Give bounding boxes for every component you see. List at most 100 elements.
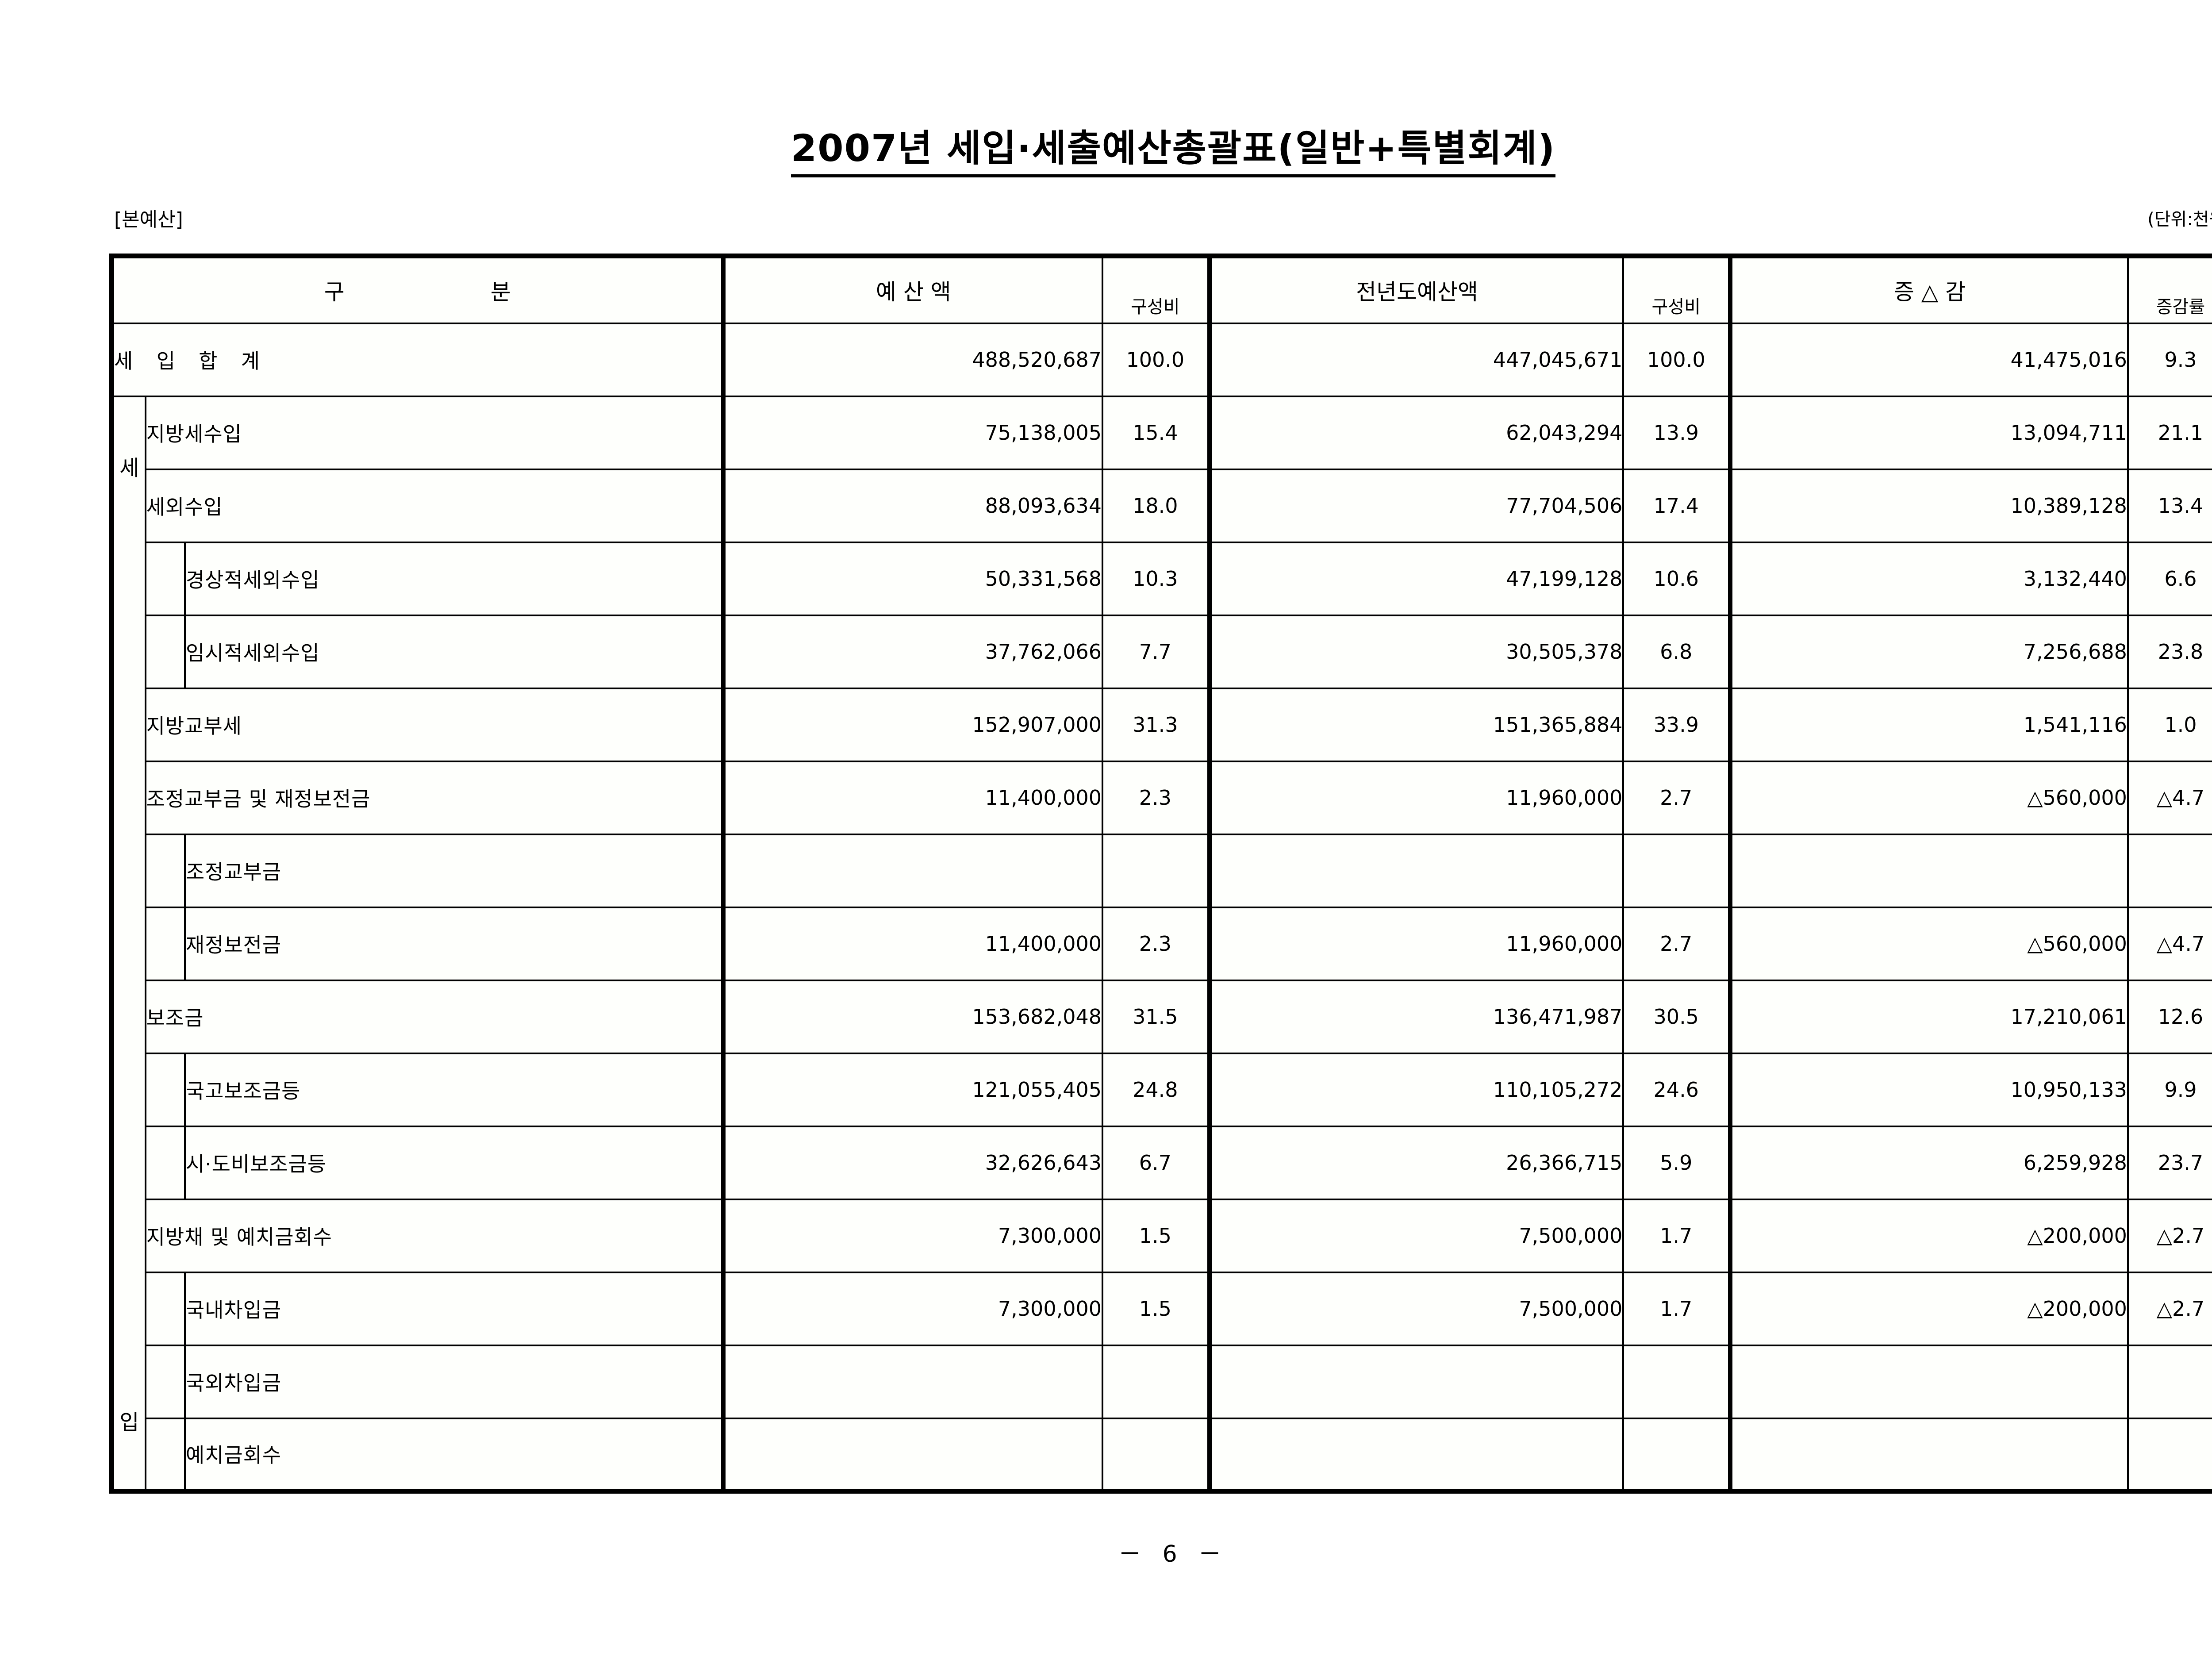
- row-ratio: [1102, 833, 1212, 908]
- row-prior-amount: 136,471,987: [1208, 979, 1624, 1054]
- row-label: 조정교부금: [184, 833, 724, 908]
- table-row: 국외차입금: [112, 1344, 2212, 1419]
- row-amount: 37,762,066: [721, 614, 1104, 689]
- row-change: 3,132,440: [1729, 541, 2129, 616]
- subheader-row: [본예산] (단위:천원): [114, 204, 2212, 231]
- row-ratio: 1.5: [1102, 1271, 1212, 1346]
- row-label: 국고보조금등: [184, 1052, 724, 1127]
- row-label: 국내차입금: [184, 1271, 724, 1346]
- row-ratio: 24.8: [1102, 1052, 1212, 1127]
- row-prior-ratio: [1622, 1417, 1733, 1492]
- unit-label: (단위:천원): [2147, 209, 2212, 230]
- header-prior-amount: 전년도예산액: [1208, 255, 1624, 324]
- row-change-rate: 13.4: [2127, 468, 2212, 543]
- table-row: 세 입 합 계 488,520,687 100.0 447,045,671 100.0 4…: [111, 322, 2212, 397]
- row-amount: 11,400,000: [721, 760, 1104, 835]
- header-change-rate: 증감률: [2127, 255, 2212, 324]
- row-change-rate: 12.6: [2127, 979, 2212, 1054]
- header-gubun-right: 분: [490, 279, 511, 305]
- page-title-text: 2007년 세입·세출예산총괄표(일반+특별회계): [791, 127, 1556, 177]
- table-row: 지방채 및 예치금회수 7,300,000 1.5 7,500,000 1.7 △200,…: [112, 1198, 2212, 1273]
- row-prior-amount: 11,960,000: [1208, 760, 1624, 835]
- row-amount: 11,400,000: [721, 906, 1104, 981]
- row-change-rate: △4.7: [2127, 906, 2212, 981]
- row-prior-ratio: 33.9: [1622, 687, 1733, 762]
- row-indent-spacer: [144, 614, 186, 689]
- row-prior-ratio: [1622, 833, 1733, 908]
- row-ratio: [1102, 1344, 1212, 1419]
- row-amount: 7,300,000: [721, 1271, 1104, 1346]
- table-row: 세 입 지방세수입 75,138,005 15.4 62,043,294 13.9 13,09…: [111, 395, 2212, 1492]
- table-row: 세외수입 88,093,634 18.0 77,704,506 17.4 10,389,1…: [112, 468, 2212, 543]
- row-prior-ratio: [1622, 1344, 1733, 1419]
- row-amount: 88,093,634: [721, 468, 1104, 543]
- row-prior-amount: 47,199,128: [1208, 541, 1624, 616]
- header-current-ratio: 구성비: [1102, 255, 1212, 324]
- page-title: 2007년 세입·세출예산총괄표(일반+특별회계): [0, 119, 2212, 177]
- row-prior-amount: 7,500,000: [1208, 1198, 1624, 1273]
- row-amount: [721, 833, 1104, 908]
- row-amount: [721, 1417, 1104, 1492]
- side-label-top: 세: [119, 455, 139, 480]
- row-change: 6,259,928: [1729, 1125, 2129, 1200]
- table-row: 국고보조금등 121,055,405 24.8 110,105,272 24.6 10,9…: [112, 1052, 2212, 1127]
- row-amount: 75,138,005: [721, 395, 1104, 470]
- row-change: [1729, 1344, 2129, 1419]
- row-prior-ratio: 24.6: [1622, 1052, 1733, 1127]
- row-prior-ratio: 2.7: [1622, 906, 1733, 981]
- row-prior-ratio: 2.7: [1622, 760, 1733, 835]
- row-amount: 153,682,048: [721, 979, 1104, 1054]
- row-ratio: 6.7: [1102, 1125, 1212, 1200]
- row-change: 10,389,128: [1729, 468, 2129, 543]
- row-change-rate: 1.0: [2127, 687, 2212, 762]
- table-row: 경상적세외수입 50,331,568 10.3 47,199,128 10.6 3,132…: [112, 541, 2212, 616]
- table-row: 보조금 153,682,048 31.5 136,471,987 30.5 17,210,…: [112, 979, 2212, 1054]
- header-change: 증 △ 감: [1729, 255, 2129, 324]
- row-change: [1729, 1417, 2129, 1492]
- row-prior-amount: 447,045,671: [1208, 322, 1624, 397]
- row-change-rate: 21.1: [2127, 395, 2212, 470]
- row-ratio: 1.5: [1102, 1198, 1212, 1273]
- row-change: 41,475,016: [1729, 322, 2129, 397]
- row-label: 지방교부세: [144, 687, 724, 762]
- row-prior-ratio: 17.4: [1622, 468, 1733, 543]
- row-ratio: 10.3: [1102, 541, 1212, 616]
- row-amount: [721, 1344, 1104, 1419]
- row-change: 17,210,061: [1729, 979, 2129, 1054]
- row-amount: 152,907,000: [721, 687, 1104, 762]
- row-label: 임시적세외수입: [184, 614, 724, 689]
- row-label: 세 입 합 계: [111, 322, 724, 397]
- row-change-rate: 23.7: [2127, 1125, 2212, 1200]
- row-ratio: 7.7: [1102, 614, 1212, 689]
- row-label: 시·도비보조금등: [184, 1125, 724, 1200]
- table-row: 조정교부금: [112, 833, 2212, 908]
- side-label-bottom: 입: [119, 1410, 139, 1435]
- table-row: 재정보전금 11,400,000 2.3 11,960,000 2.7 △560,000 △…: [112, 906, 2212, 981]
- row-prior-amount: 7,500,000: [1208, 1271, 1624, 1346]
- row-change: △560,000: [1729, 906, 2129, 981]
- row-change: [1729, 833, 2129, 908]
- row-amount: 121,055,405: [721, 1052, 1104, 1127]
- table-row: 국내차입금 7,300,000 1.5 7,500,000 1.7 △200,000 △2.…: [112, 1271, 2212, 1346]
- row-label: 국외차입금: [184, 1344, 724, 1419]
- row-change: 7,256,688: [1729, 614, 2129, 689]
- table-row: 예치금회수: [112, 1417, 2212, 1492]
- row-change: △200,000: [1729, 1271, 2129, 1346]
- header-gubun-left: 구: [324, 279, 345, 305]
- row-change-rate: 23.8: [2127, 614, 2212, 689]
- row-ratio: 18.0: [1102, 468, 1212, 543]
- row-prior-ratio: 13.9: [1622, 395, 1733, 470]
- row-label: 지방채 및 예치금회수: [144, 1198, 724, 1273]
- row-indent-spacer: [144, 906, 186, 981]
- row-prior-ratio: 100.0: [1622, 322, 1733, 397]
- row-prior-amount: 110,105,272: [1208, 1052, 1624, 1127]
- row-indent-spacer: [144, 833, 186, 908]
- header-change-label: 증 △ 감: [1893, 279, 1966, 305]
- header-current-amount-label: 예 산 액: [876, 279, 951, 305]
